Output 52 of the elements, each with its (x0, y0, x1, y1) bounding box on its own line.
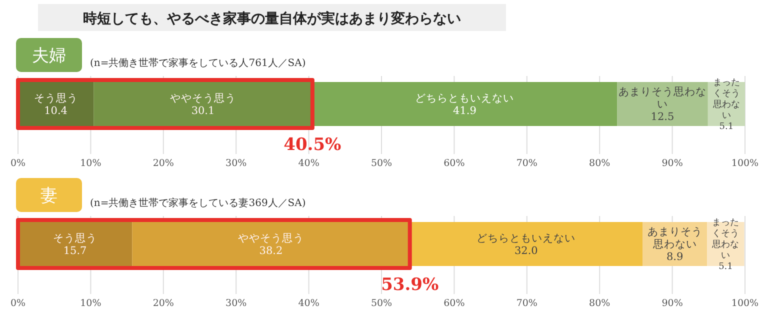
x-tick-label: 80% (589, 158, 610, 169)
data-label: 38.2 (259, 244, 283, 257)
x-tick-label: 60% (444, 298, 465, 309)
bar (18, 222, 132, 266)
series-label: そう思う (53, 232, 98, 244)
x-tick-label: 70% (516, 298, 538, 309)
series-label: ややそう思う (170, 92, 236, 104)
band-label: 53.9% (381, 275, 439, 295)
x-tick-label: 50% (370, 158, 392, 169)
chart-title: 時短しても、やるべき家事の量自体が実はあまり変わらない (83, 10, 461, 27)
x-tick-label: 20% (152, 158, 174, 169)
x-tick-label: 100% (731, 298, 759, 309)
x-tick-label: 40% (298, 298, 320, 309)
x-tick-label: 80% (589, 298, 610, 309)
series-label: どちらともいえない (476, 232, 576, 244)
x-tick-label: 90% (662, 158, 683, 169)
x-tick-label: 0% (10, 298, 26, 309)
x-tick-label: 50% (370, 298, 392, 309)
data-label: 30.1 (191, 104, 215, 117)
data-label: 41.9 (453, 104, 476, 117)
series-label: あまりそう思わない (618, 86, 706, 111)
chart-subtitle: 夫婦 (32, 46, 66, 66)
data-label: 5.1 (719, 122, 734, 132)
series-label: まったくそう思わない (711, 218, 740, 262)
band-label: 40.5% (284, 135, 342, 155)
x-tick-label: 60% (444, 158, 465, 169)
data-label: 8.9 (666, 251, 684, 264)
x-tick-label: 30% (226, 158, 247, 169)
data-label: 10.4 (44, 104, 68, 117)
x-tick-label: 10% (80, 158, 102, 169)
series-label: そう思う (34, 92, 78, 104)
bar (18, 82, 94, 126)
x-tick-label: 20% (152, 298, 174, 309)
x-tick-label: 30% (226, 298, 247, 309)
bar (617, 82, 708, 126)
series-label: ややそう思う (238, 232, 304, 244)
data-label: 12.5 (650, 111, 674, 124)
x-tick-label: 40% (298, 158, 320, 169)
series-label: あまりそう思わない (647, 226, 702, 251)
data-label: 32.0 (514, 244, 538, 257)
x-tick-label: 100% (731, 158, 759, 169)
data-label: 15.7 (63, 244, 87, 257)
data-label: 5.1 (718, 262, 733, 272)
series-label: まったくそう思わない (712, 78, 740, 122)
x-tick-label: 10% (80, 298, 102, 309)
x-tick-label: 0% (10, 158, 26, 169)
x-tick-label: 70% (516, 158, 538, 169)
text: (n=共働き世帯で家事をしている人761人／SA) (90, 57, 306, 69)
series-label: どちらともいえない (415, 92, 514, 104)
chart-subtitle: 妻 (40, 186, 58, 206)
x-tick-label: 90% (662, 298, 683, 309)
text: (n=共働き世帯で家事をしている妻369人／SA) (90, 197, 306, 209)
